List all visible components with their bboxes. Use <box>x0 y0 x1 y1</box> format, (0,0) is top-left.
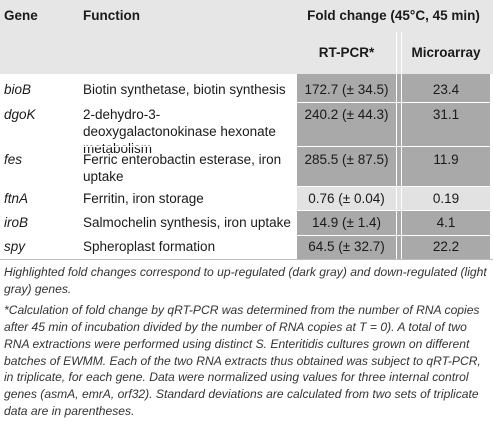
up-regulated-highlight <box>297 147 490 186</box>
rt-pcr-header: RT-PCR* <box>318 45 375 60</box>
gene-function: Spheroplast formation <box>83 239 216 254</box>
gene-name: iroB <box>4 215 29 230</box>
microarray-value: 0.19 <box>432 191 460 206</box>
table-row: bioB Biotin synthetase, biotin synthesis… <box>0 74 493 102</box>
rt-pcr-value: 64.5 (± 32.7) <box>308 239 385 254</box>
gene-name: dgoK <box>4 107 36 122</box>
gene-name: fes <box>4 152 23 167</box>
column-divider <box>401 32 402 259</box>
rt-pcr-value: 172.7 (± 34.5) <box>304 82 389 97</box>
table-bottom-rule <box>0 259 493 260</box>
gene-function: Ferric enterobactin esterase, iron uptak… <box>83 152 282 184</box>
table-row: fes Ferric enterobactin esterase, iron u… <box>0 147 493 186</box>
gene-name: spy <box>4 239 26 254</box>
row-divider <box>0 102 493 103</box>
up-regulated-highlight <box>297 74 490 102</box>
gene-header: Gene <box>4 8 38 23</box>
table-row: dgoK 2-dehydro-3-deoxygalactonokinase he… <box>0 103 493 156</box>
up-regulated-highlight <box>297 236 490 259</box>
row-divider <box>0 186 493 187</box>
rt-pcr-value: 240.2 (± 44.3) <box>304 107 389 122</box>
gene-name: bioB <box>4 82 32 97</box>
up-regulated-highlight <box>297 211 490 235</box>
gene-function: Ferritin, iron storage <box>83 191 204 206</box>
microarray-header: Microarray <box>411 45 481 60</box>
table-row: iroB Salmochelin synthesis, iron uptake … <box>0 211 493 235</box>
footnote: *Calculation of fold change by qRT-PCR w… <box>4 302 481 419</box>
table-notes: Highlighted fold changes correspond to u… <box>4 264 491 424</box>
fold-change-header: Fold change (45°C, 45 min) <box>307 8 480 23</box>
row-divider <box>0 146 493 147</box>
row-divider <box>0 210 493 211</box>
rt-pcr-value: 14.9 (± 1.4) <box>312 215 381 230</box>
row-divider <box>0 235 493 236</box>
down-regulated-highlight <box>297 187 490 210</box>
gene-name: ftnA <box>4 191 29 206</box>
microarray-value: 31.1 <box>432 107 460 122</box>
rt-pcr-value: 0.76 (± 0.04) <box>308 191 385 206</box>
highlight-note: Highlighted fold changes correspond to u… <box>4 265 487 296</box>
rt-pcr-value: 285.5 (± 87.5) <box>304 152 389 167</box>
gene-function: 2-dehydro-3-deoxygalactonokinase hexonat… <box>83 107 276 156</box>
gene-function: Salmochelin synthesis, iron uptake <box>83 215 291 230</box>
up-regulated-highlight <box>297 103 490 146</box>
microarray-value: 23.4 <box>432 82 460 97</box>
table-row: ftnA Ferritin, iron storage 0.76 (± 0.04… <box>0 187 493 210</box>
table-subheader-row: RT-PCR* Microarray <box>0 32 493 74</box>
microarray-value: 22.2 <box>432 239 460 254</box>
column-divider <box>396 32 397 259</box>
microarray-value: 11.9 <box>433 152 459 167</box>
function-header: Function <box>83 8 140 23</box>
table-row: spy Spheroplast formation 64.5 (± 32.7) … <box>0 236 493 259</box>
table-header-row: Gene Function Fold change (45°C, 45 min) <box>0 0 493 32</box>
microarray-value: 4.1 <box>436 215 456 230</box>
gene-function: Biotin synthetase, biotin synthesis <box>83 82 286 97</box>
